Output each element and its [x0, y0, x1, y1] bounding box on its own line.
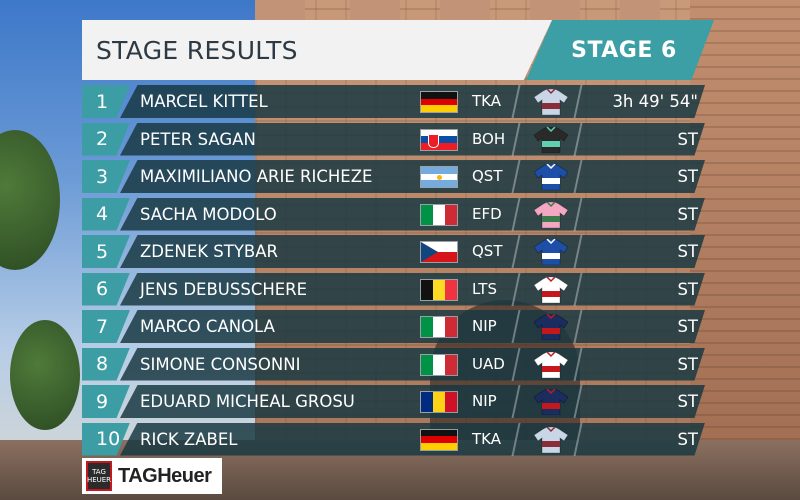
row-background — [120, 272, 705, 306]
result-row: 4 SACHA MODOLO EFD ST — [82, 197, 712, 231]
wall-merlon — [620, 0, 660, 20]
team-code: LTS — [472, 279, 497, 298]
team-code: QST — [472, 167, 503, 185]
finish-time: ST — [677, 129, 698, 149]
team-code: EFD — [472, 204, 502, 223]
czech-flag-icon — [420, 241, 458, 263]
team-code: QST — [472, 242, 503, 260]
wall-merlon — [440, 0, 490, 20]
romania-flag-icon — [420, 391, 458, 413]
row-background — [120, 385, 705, 418]
result-row: 1 MARCEL KITTEL TKA 3h 49' 54" — [82, 85, 712, 118]
italy-flag-icon — [420, 203, 458, 226]
rider-name: MARCEL KITTEL — [140, 92, 268, 111]
row-background — [120, 235, 705, 268]
rider-name: PETER SAGAN — [140, 129, 256, 149]
rider-name: SACHA MODOLO — [140, 204, 277, 224]
team-jersey-icon — [533, 425, 569, 453]
wall-merlon — [255, 0, 305, 20]
row-background — [120, 197, 705, 231]
team-jersey-icon — [533, 313, 569, 341]
team-jersey-icon — [533, 388, 569, 416]
result-row: 2 PETER SAGAN BOH ST — [82, 122, 712, 156]
team-code: NIP — [472, 317, 497, 335]
result-row: 6 JENS DEBUSSCHERE LTS ST — [82, 272, 712, 306]
rider-name: EDUARD MICHEAL GROSU — [140, 392, 355, 411]
sponsor-name: TAGHeuer — [118, 464, 212, 487]
finish-time: ST — [677, 317, 698, 336]
finish-time: ST — [677, 242, 698, 261]
result-row: 10 RICK ZABEL TKA ST — [82, 422, 712, 456]
tower — [690, 0, 800, 500]
row-background — [120, 422, 705, 456]
team-code: UAD — [472, 354, 505, 373]
finish-time: ST — [677, 354, 698, 374]
finish-time: 3h 49' 54" — [612, 92, 698, 111]
team-code: TKA — [472, 92, 501, 110]
finish-time: ST — [677, 167, 698, 186]
position-number: 6 — [82, 272, 130, 306]
result-row: 9 EDUARD MICHEAL GROSU NIP ST — [82, 385, 712, 418]
team-jersey-icon — [533, 88, 569, 116]
stage-banner: STAGE 6 — [526, 20, 714, 80]
position-number: 5 — [82, 235, 130, 268]
stage-label: STAGE 6 — [571, 37, 677, 63]
team-code: BOH — [472, 129, 506, 148]
team-jersey-icon — [533, 275, 569, 303]
row-background — [120, 160, 705, 193]
team-code: TKA — [472, 429, 501, 448]
row-background — [120, 85, 705, 118]
rider-name: ZDENEK STYBAR — [140, 242, 278, 261]
row-background — [120, 347, 705, 381]
team-jersey-icon — [533, 200, 569, 228]
rider-name: JENS DEBUSSCHERE — [140, 279, 308, 299]
wall-merlon — [350, 0, 400, 20]
result-row: 3 MAXIMILIANO ARIE RICHEZE QST ST — [82, 160, 712, 193]
team-jersey-icon — [533, 350, 569, 378]
result-row: 8 SIMONE CONSONNI UAD ST — [82, 347, 712, 381]
italy-flag-icon — [420, 353, 458, 376]
finish-time: ST — [677, 204, 698, 224]
page-title: STAGE RESULTS — [96, 35, 298, 65]
result-row: 5 ZDENEK STYBAR QST ST — [82, 235, 712, 268]
rider-name: MAXIMILIANO ARIE RICHEZE — [140, 167, 373, 186]
finish-time: ST — [677, 429, 698, 449]
team-jersey-icon — [533, 163, 569, 191]
team-code: NIP — [472, 392, 497, 410]
results-title-banner: STAGE RESULTS — [82, 20, 552, 80]
belgium-flag-icon — [420, 278, 458, 301]
row-background — [120, 310, 705, 343]
team-jersey-icon — [533, 238, 569, 266]
row-background — [120, 122, 705, 156]
result-row: 7 MARCO CANOLA NIP ST — [82, 310, 712, 343]
sponsor-logo: TAG HEUER TAGHeuer — [82, 458, 222, 494]
finish-time: ST — [677, 279, 698, 299]
italy-flag-icon — [420, 316, 458, 338]
rider-name: MARCO CANOLA — [140, 317, 275, 336]
germany-flag-icon — [420, 428, 458, 451]
rider-name: RICK ZABEL — [140, 429, 238, 449]
position-number: 1 — [82, 85, 130, 118]
results-table: 1 MARCEL KITTEL TKA 3h 49' 54" 2 PETER SAGAN B… — [82, 85, 712, 460]
slovakia-flag-icon — [420, 128, 458, 151]
argentina-flag-icon — [420, 166, 458, 188]
germany-flag-icon — [420, 91, 458, 113]
team-jersey-icon — [533, 125, 569, 153]
finish-time: ST — [677, 392, 698, 411]
tag-heuer-badge-icon: TAG HEUER — [86, 461, 112, 491]
tree — [10, 320, 80, 430]
rider-name: SIMONE CONSONNI — [140, 354, 301, 374]
wall-merlon — [530, 0, 580, 20]
